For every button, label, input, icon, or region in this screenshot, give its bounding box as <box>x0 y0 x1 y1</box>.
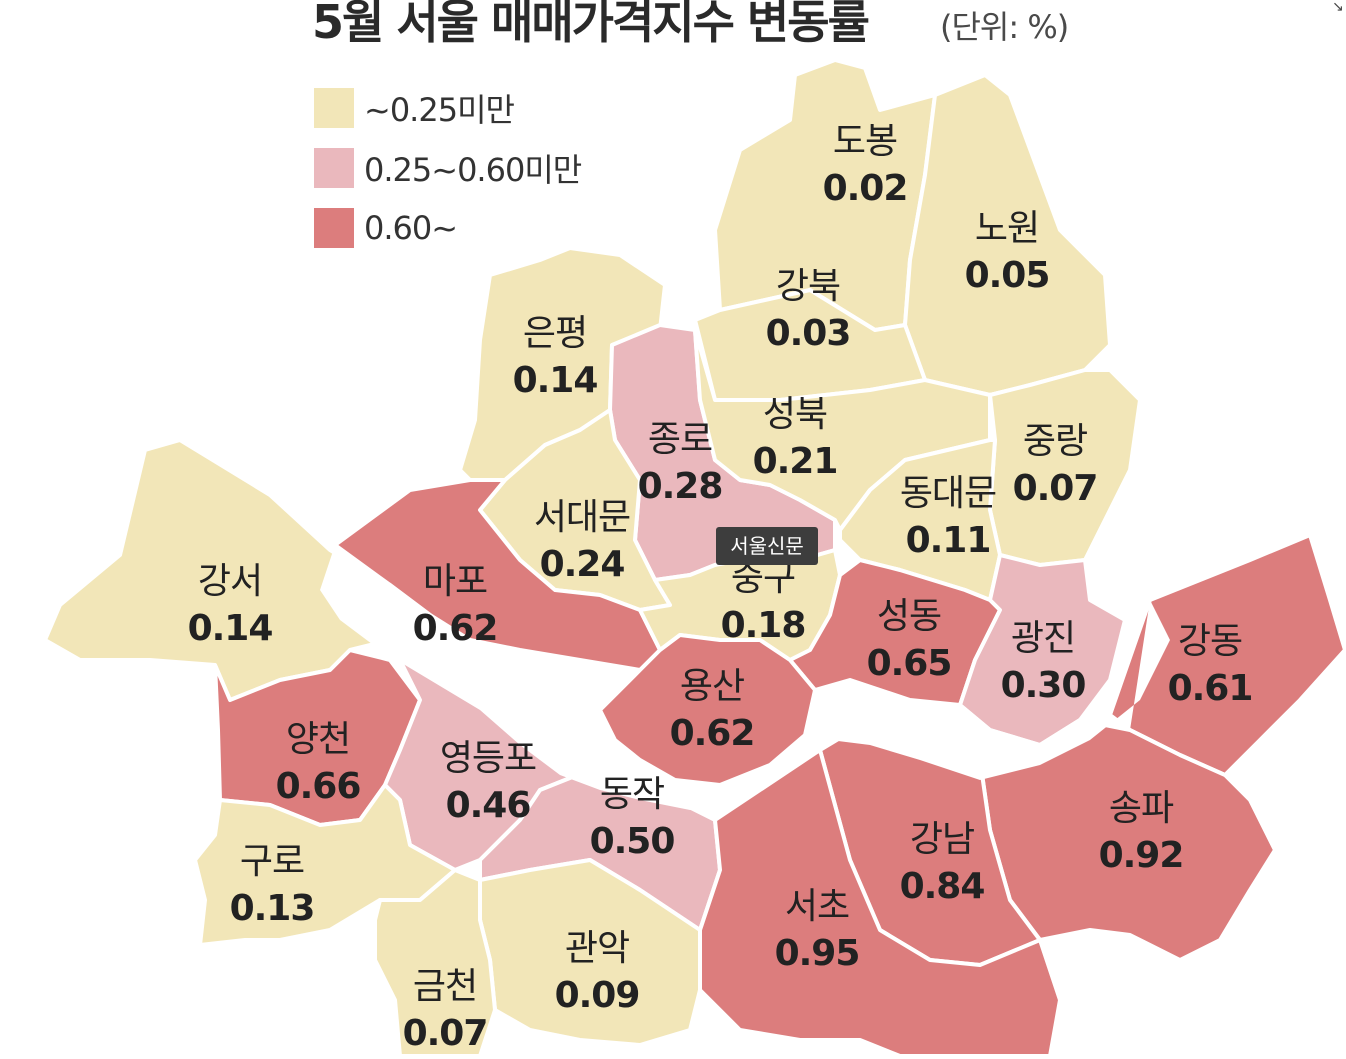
district-label-geumcheon: 금천 0.07 <box>402 965 489 1059</box>
district-value: 0.28 <box>637 466 724 507</box>
district-label-yangcheon: 양천 0.66 <box>275 718 362 812</box>
district-value: 0.18 <box>720 605 807 646</box>
district-name: 서초 <box>784 886 850 927</box>
district-value: 0.07 <box>402 1013 489 1054</box>
legend-label-low: ~0.25미만 <box>364 91 515 129</box>
unit-label: (단위: %) <box>940 8 1069 46</box>
district-name: 강동 <box>1177 621 1243 662</box>
district-value: 0.30 <box>1000 665 1087 706</box>
district-value: 0.05 <box>964 255 1051 296</box>
district-shape-geumcheon <box>373 868 497 1056</box>
district-value: 0.21 <box>752 441 839 482</box>
map-title: 5월 서울 매매가격지수 변동률 <box>312 0 870 49</box>
corner-arrow-icon: ↘ <box>1332 0 1344 14</box>
district-label-junggu: 중구 0.18 <box>720 557 807 651</box>
district-value: 0.50 <box>589 821 676 862</box>
district-value: 0.14 <box>512 360 599 401</box>
district-label-dongdaemun: 동대문 0.11 <box>899 472 997 566</box>
district-name: 마포 <box>422 561 488 602</box>
district-value: 0.46 <box>445 785 532 826</box>
district-name: 강남 <box>909 819 975 860</box>
district-label-jongno: 종로 0.28 <box>637 418 724 512</box>
district-value: 0.61 <box>1167 668 1254 709</box>
district-name: 양천 <box>285 719 351 760</box>
district-name: 중랑 <box>1022 421 1088 462</box>
district-label-mapo: 마포 0.62 <box>412 560 499 654</box>
district-value: 0.62 <box>412 608 499 649</box>
district-value: 0.07 <box>1012 468 1099 509</box>
district-label-songpa: 송파 0.92 <box>1098 787 1185 881</box>
district-name: 종로 <box>647 419 713 460</box>
han-river <box>320 545 1170 810</box>
district-label-gwangjin: 광진 0.30 <box>1000 617 1087 711</box>
district-label-gwanak: 관악 0.09 <box>554 927 641 1021</box>
district-name: 관악 <box>564 928 630 969</box>
district-value: 0.02 <box>822 168 909 209</box>
district-value: 0.11 <box>905 520 992 561</box>
district-name: 동작 <box>599 774 665 815</box>
district-label-jungnang: 중랑 0.07 <box>1012 420 1099 514</box>
legend-swatch-mid <box>314 148 354 188</box>
district-name: 강서 <box>197 561 263 602</box>
legend-label-high: 0.60~ <box>364 209 458 247</box>
district-value: 0.66 <box>275 766 362 807</box>
district-name: 노원 <box>974 208 1040 249</box>
legend-label-mid: 0.25~0.60미만 <box>364 151 582 189</box>
district-name: 송파 <box>1108 788 1174 829</box>
district-label-seodaemun: 서대문 0.24 <box>533 496 631 590</box>
legend-swatch-low <box>314 88 354 128</box>
district-label-yongsan: 용산 0.62 <box>669 665 756 759</box>
district-label-nowon: 노원 0.05 <box>964 207 1051 301</box>
district-label-gangseo: 강서 0.14 <box>187 560 274 654</box>
district-label-seongdong: 성동 0.65 <box>866 595 953 689</box>
district-value: 0.09 <box>554 975 641 1016</box>
district-value: 0.62 <box>669 713 756 754</box>
district-name: 영등포 <box>439 738 537 779</box>
district-name: 도봉 <box>832 121 898 162</box>
district-label-dongjak: 동작 0.50 <box>589 773 676 867</box>
district-label-gangnam: 강남 0.84 <box>899 818 986 912</box>
district-value: 0.84 <box>899 866 986 907</box>
legend-item-mid: 0.25~0.60미만 <box>314 148 582 189</box>
district-label-seocho: 서초 0.95 <box>774 885 861 979</box>
district-name: 광진 <box>1010 618 1076 659</box>
district-name: 동대문 <box>899 473 997 514</box>
district-value: 0.92 <box>1098 835 1185 876</box>
district-label-gangbuk: 강북 0.03 <box>765 265 852 359</box>
district-value: 0.03 <box>765 313 852 354</box>
district-label-yeongdeungpo: 영등포 0.46 <box>439 737 537 831</box>
district-name: 은평 <box>522 313 588 354</box>
district-name: 용산 <box>679 666 745 707</box>
district-label-dobong: 도봉 0.02 <box>822 120 909 214</box>
legend-swatch-high <box>314 208 354 248</box>
district-value: 0.65 <box>866 643 953 684</box>
district-name: 서대문 <box>533 497 631 538</box>
watermark-badge: 서울신문 <box>716 527 818 565</box>
district-name: 성북 <box>762 394 828 435</box>
district-value: 0.13 <box>229 888 316 929</box>
district-label-gangdong: 강동 0.61 <box>1167 620 1254 714</box>
legend-item-low: ~0.25미만 <box>314 88 581 129</box>
district-value: 0.95 <box>774 933 861 974</box>
district-value: 0.24 <box>539 544 626 585</box>
district-label-guro: 구로 0.13 <box>229 840 316 934</box>
district-label-eunpyeong: 은평 0.14 <box>512 312 599 406</box>
district-name: 강북 <box>775 266 841 307</box>
district-value: 0.14 <box>187 608 274 649</box>
legend-item-high: 0.60~ <box>314 208 581 248</box>
legend: ~0.25미만 0.25~0.60미만 0.60~ <box>314 88 582 268</box>
district-name: 성동 <box>876 596 942 637</box>
district-name: 금천 <box>412 966 478 1007</box>
district-label-seongbuk: 성북 0.21 <box>752 393 839 487</box>
district-name: 구로 <box>239 841 305 882</box>
